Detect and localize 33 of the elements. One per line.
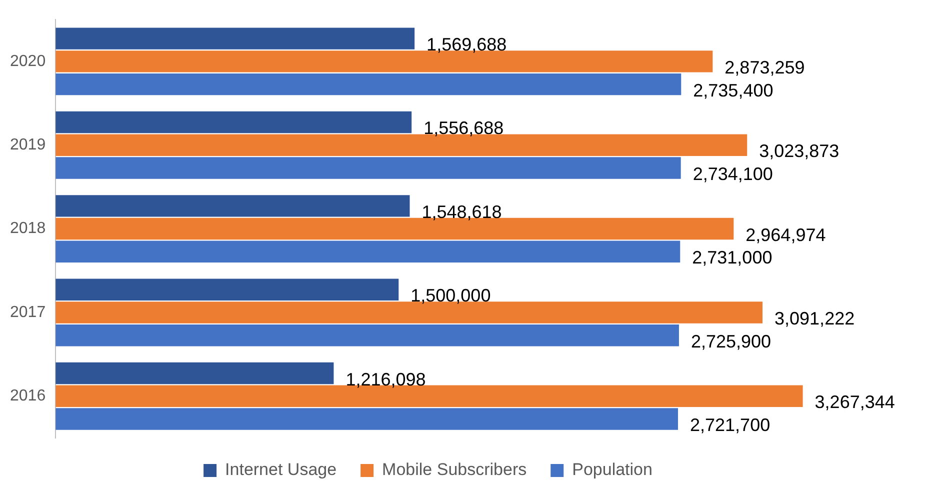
data-label: 3,023,873 [759,141,840,162]
data-label: 3,091,222 [774,308,855,328]
bar [56,324,679,346]
bar [56,111,412,134]
bar [56,408,678,430]
data-label: 2,725,900 [690,331,772,352]
y-tick-label: 2020 [10,52,46,70]
data-label: 3,267,344 [814,392,895,412]
data-label: 2,873,259 [724,57,805,78]
data-label: 1,500,000 [410,286,491,306]
data-label: 2,964,974 [746,224,826,245]
data-label: 1,569,688 [426,34,507,55]
data-label: 2,735,400 [693,80,774,100]
data-label: 2,731,000 [692,248,772,268]
data-label: 2,734,100 [692,164,773,184]
y-tick-label: 2019 [10,136,46,154]
data-label: 2,721,700 [690,415,770,435]
bar [56,195,410,217]
legend-label: Population [572,460,652,480]
bar [56,240,680,263]
legend-label: Mobile Subscribers [382,460,527,480]
y-tick-label: 2017 [10,304,46,321]
data-label: 1,556,688 [424,118,504,138]
bar [56,73,682,96]
legend-label: Internet Usage [225,460,337,480]
bar [56,278,399,300]
y-tick-label: 2016 [10,388,46,405]
data-label: 1,548,618 [422,202,502,222]
bar [56,157,681,179]
bar [56,28,415,50]
data-label: 1,216,098 [346,369,426,390]
y-tick-label: 2018 [10,220,46,238]
bar [56,362,334,384]
